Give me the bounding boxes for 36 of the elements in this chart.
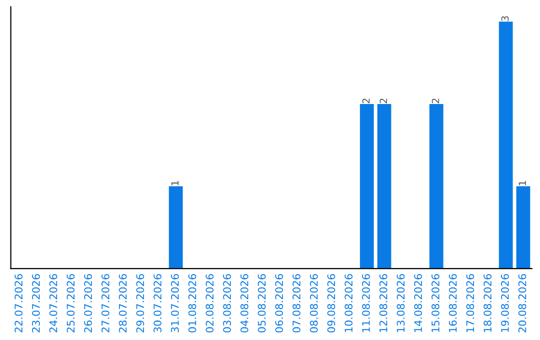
x-tick-label: 28.07.2026 — [118, 274, 127, 332]
data-label: 1 — [171, 180, 178, 186]
data-label: 2 — [432, 98, 440, 104]
x-tick-label: 08.08.2026 — [310, 274, 318, 332]
x-tick-label: 18.08.2026 — [484, 274, 492, 332]
x-tick-label: 29.07.2026 — [136, 274, 144, 332]
x-tick-label: 09.08.2026 — [327, 274, 336, 332]
data-label: 2 — [362, 98, 370, 104]
x-tick-label: 24.07.2026 — [49, 274, 58, 332]
x-tick-label: 15.08.2026 — [432, 274, 440, 332]
x-tick-label: 02.08.2026 — [206, 274, 214, 332]
x-tick-label: 19.08.2026 — [500, 274, 509, 332]
x-tick-label: 04.08.2026 — [240, 274, 248, 332]
x-tick-label: 31.07.2026 — [170, 274, 179, 332]
x-tick-label: 20.08.2026 — [518, 274, 526, 332]
x-tick-label: 17.08.2026 — [466, 274, 474, 332]
data-label: 2 — [380, 98, 387, 104]
x-tick-label: 25.07.2026 — [66, 274, 75, 332]
data-label: 1 — [518, 180, 526, 186]
x-tick-label: 11.08.2026 — [362, 274, 370, 332]
x-tick-label: 22.07.2026 — [14, 274, 23, 332]
x-tick-label: 26.07.2026 — [84, 274, 92, 332]
x-tick-label: 06.08.2026 — [275, 274, 284, 332]
x-tick-label: 07.08.2026 — [292, 274, 300, 332]
x-tick-label: 01.08.2026 — [188, 274, 196, 332]
data-label: 3 — [501, 16, 509, 21]
x-tick-label: 27.07.2026 — [101, 274, 110, 332]
x-tick-label: 05.08.2026 — [258, 274, 266, 332]
x-tick-label: 12.08.2026 — [379, 274, 388, 332]
x-tick-label: 16.08.2026 — [448, 274, 457, 332]
x-tick-label: 30.07.2026 — [154, 274, 162, 332]
x-tick-label: 10.08.2026 — [344, 274, 353, 332]
x-tick-label: 23.07.2026 — [32, 274, 40, 332]
x-tick-label: 03.08.2026 — [223, 274, 231, 332]
x-tick-label: 14.08.2026 — [414, 274, 422, 332]
x-tick-label: 13.08.2026 — [396, 274, 405, 332]
